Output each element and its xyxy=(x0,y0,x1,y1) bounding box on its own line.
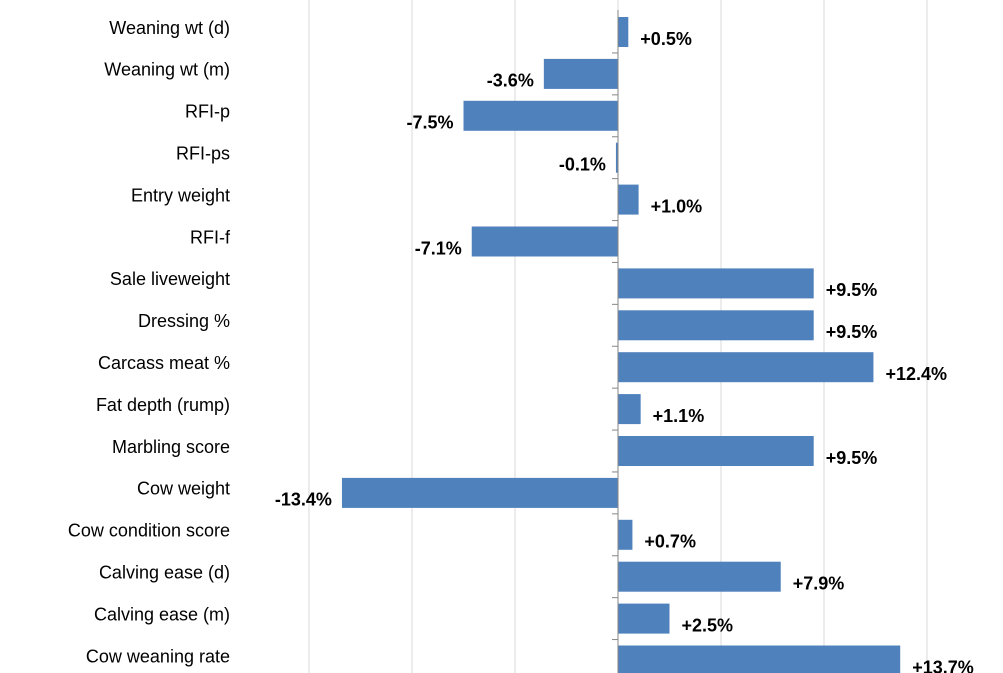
bar xyxy=(543,58,618,89)
bar xyxy=(463,100,618,131)
bar xyxy=(618,394,641,425)
category-label: Dressing % xyxy=(138,311,230,331)
value-label: -0.1% xyxy=(559,154,606,174)
value-label: +0.7% xyxy=(644,532,696,552)
category-label: RFI-p xyxy=(185,102,230,122)
value-label: +12.4% xyxy=(885,364,947,384)
category-label: Calving ease (m) xyxy=(94,604,230,624)
value-label: +9.5% xyxy=(826,448,878,468)
value-label: +7.9% xyxy=(793,573,845,593)
value-label: +1.0% xyxy=(651,196,703,216)
category-label: Marbling score xyxy=(112,437,230,457)
bar xyxy=(618,519,633,550)
category-label: Cow weaning rate xyxy=(86,646,230,666)
category-label: Cow weight xyxy=(137,479,230,499)
value-label: +9.5% xyxy=(826,280,878,300)
bar xyxy=(615,142,618,173)
bar xyxy=(618,603,670,634)
value-label: -13.4% xyxy=(275,490,332,510)
value-label: +1.1% xyxy=(653,406,705,426)
category-label: Carcass meat % xyxy=(98,353,230,373)
category-label: Entry weight xyxy=(131,185,230,205)
bar xyxy=(618,352,874,383)
bar xyxy=(618,436,814,466)
category-label: RFI-f xyxy=(190,227,231,247)
bar xyxy=(618,184,639,215)
value-label: -3.6% xyxy=(487,71,534,91)
bar xyxy=(618,17,629,47)
category-label: RFI-ps xyxy=(176,143,230,163)
category-label: Calving ease (d) xyxy=(99,562,230,582)
bar xyxy=(471,226,618,257)
value-label: -7.1% xyxy=(415,238,462,258)
bar xyxy=(618,268,814,299)
value-label: +9.5% xyxy=(826,322,878,342)
category-label: Cow condition score xyxy=(68,521,230,541)
category-label: Weaning wt (d) xyxy=(109,18,230,38)
category-label: Sale liveweight xyxy=(110,269,230,289)
value-label: -7.5% xyxy=(406,113,453,133)
value-label: +13.7% xyxy=(912,657,974,673)
bar xyxy=(618,310,814,341)
bar xyxy=(618,561,781,592)
value-label: +0.5% xyxy=(640,29,692,49)
category-label: Weaning wt (m) xyxy=(104,60,230,80)
bar xyxy=(618,645,901,673)
category-label: Fat depth (rump) xyxy=(96,395,230,415)
bar xyxy=(341,477,618,508)
value-label: +2.5% xyxy=(682,615,734,635)
